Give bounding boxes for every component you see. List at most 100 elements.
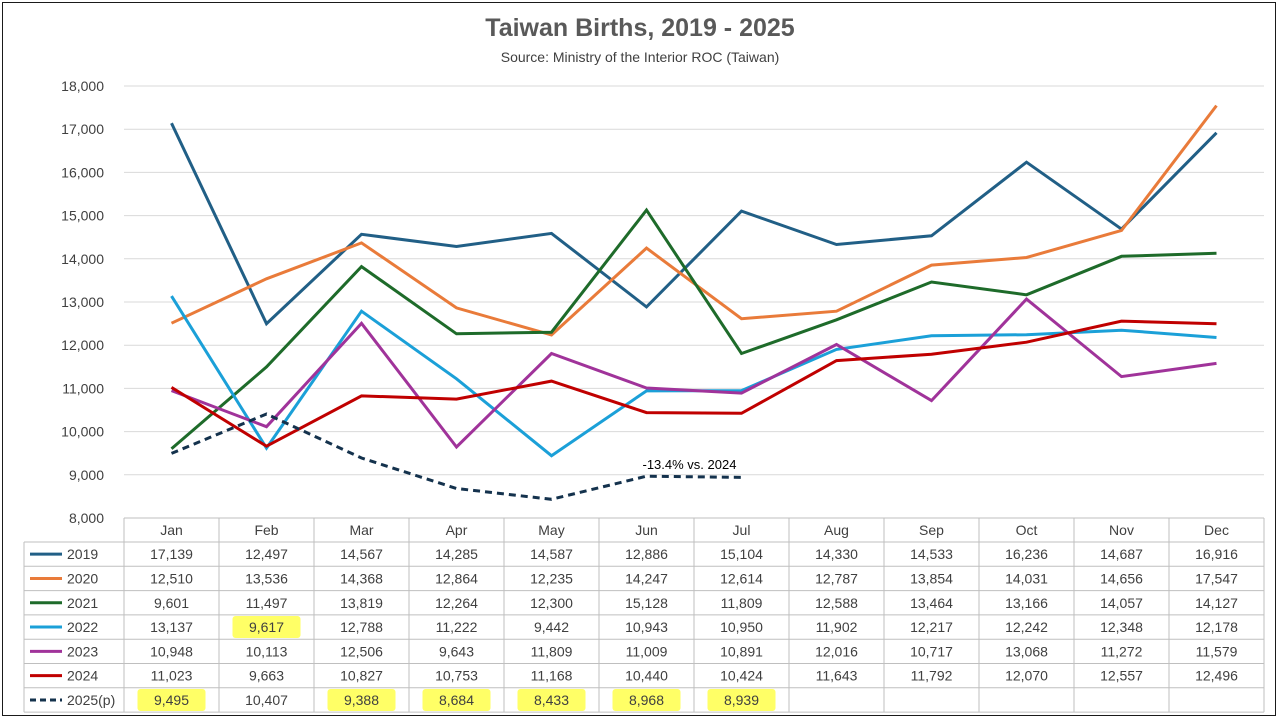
data-cell: 14,687 [1100, 546, 1143, 562]
data-cell: 11,809 [721, 595, 763, 611]
data-cell: 11,222 [436, 619, 478, 635]
data-cell: 14,587 [530, 546, 573, 562]
y-tick-label: 14,000 [61, 251, 104, 267]
data-cell: 8,939 [724, 692, 759, 708]
cell-highlight [327, 688, 396, 711]
data-cell: 11,272 [1101, 643, 1143, 659]
annotation-label: -13.4% vs. 2024 [643, 457, 737, 472]
data-cell: 10,948 [150, 643, 193, 659]
data-cell: 9,643 [439, 643, 474, 659]
data-cell: 9,495 [154, 692, 189, 708]
data-cell: 13,819 [340, 595, 383, 611]
data-cell: 9,601 [154, 595, 189, 611]
data-cell: 10,827 [340, 668, 383, 684]
data-cell: 10,113 [246, 643, 288, 659]
data-cell: 15,104 [720, 546, 763, 562]
data-cell: 12,497 [245, 546, 288, 562]
data-cell: 9,663 [249, 668, 284, 684]
x-tick-label: Apr [446, 522, 468, 538]
data-cell: 9,442 [534, 619, 569, 635]
data-cell: 12,506 [340, 643, 383, 659]
data-cell: 14,656 [1100, 570, 1143, 586]
data-cell: 12,614 [720, 570, 763, 586]
data-cell: 12,588 [815, 595, 858, 611]
data-cell: 12,788 [340, 619, 383, 635]
data-cell: 9,617 [249, 619, 284, 635]
series-line-2025p [170, 412, 742, 501]
series-line-2024 [170, 319, 1217, 448]
data-cell: 10,753 [435, 668, 478, 684]
data-cell: 10,424 [720, 668, 763, 684]
cell-highlight [232, 616, 301, 639]
data-cell: 12,510 [150, 570, 193, 586]
data-cell: 14,031 [1005, 570, 1048, 586]
data-cell: 12,242 [1005, 619, 1048, 635]
y-tick-label: 10,000 [61, 424, 104, 440]
x-tick-label: Mar [349, 522, 373, 538]
data-cell: 8,968 [629, 692, 664, 708]
data-cell: 10,407 [245, 692, 288, 708]
legend-label: 2022 [67, 619, 98, 635]
data-cell: 14,533 [910, 546, 953, 562]
data-cell: 11,023 [151, 668, 193, 684]
data-cell: 12,235 [530, 570, 573, 586]
data-cell: 12,070 [1005, 668, 1048, 684]
legend-label: 2020 [67, 570, 98, 586]
data-cell: 14,567 [340, 546, 383, 562]
data-cell: 14,285 [435, 546, 478, 562]
series-line-2019 [170, 122, 1218, 327]
data-cell: 12,264 [435, 595, 478, 611]
x-tick-label: Feb [254, 522, 278, 538]
grid-layer [124, 85, 1264, 476]
data-cell: 14,368 [340, 570, 383, 586]
data-cell: 11,643 [816, 668, 858, 684]
data-cell: 11,809 [531, 643, 573, 659]
data-cell: 11,497 [246, 595, 288, 611]
data-cell: 9,388 [344, 692, 379, 708]
data-cell: 12,886 [625, 546, 668, 562]
x-tick-label: Aug [824, 522, 849, 538]
data-cell: 10,950 [720, 619, 763, 635]
data-cell: 8,684 [439, 692, 474, 708]
y-tick-label: 17,000 [61, 121, 104, 137]
data-cell: 17,139 [150, 546, 193, 562]
data-cell: 15,128 [625, 595, 668, 611]
data-cell: 11,009 [626, 643, 668, 659]
data-cell: 12,864 [435, 570, 478, 586]
data-cell: 12,178 [1195, 619, 1238, 635]
cell-highlight [707, 688, 776, 711]
y-tick-label: 8,000 [69, 510, 104, 526]
y-tick-label: 15,000 [61, 208, 104, 224]
data-cell: 8,433 [534, 692, 569, 708]
y-tick-label: 18,000 [61, 78, 104, 94]
data-cell: 12,300 [530, 595, 573, 611]
data-cell: 14,330 [815, 546, 858, 562]
data-cell: 17,547 [1195, 570, 1238, 586]
data-cell: 16,916 [1195, 546, 1238, 562]
y-tick-label: 16,000 [61, 164, 104, 180]
data-cell: 14,057 [1100, 595, 1143, 611]
y-tick-label: 13,000 [61, 294, 104, 310]
series-line-2021 [170, 207, 1217, 450]
data-cell: 12,217 [910, 619, 953, 635]
data-cell: 11,792 [911, 668, 953, 684]
cell-highlight [612, 688, 681, 711]
y-axis: 8,000 9,000 10,000 11,000 12,000 13,000 14,000… [61, 78, 104, 526]
data-cell: 12,496 [1195, 668, 1238, 684]
x-tick-label: Jul [733, 522, 751, 538]
data-cell: 10,943 [625, 619, 668, 635]
data-cell: 12,348 [1100, 619, 1143, 635]
data-cell: 10,891 [720, 643, 763, 659]
data-cell: 12,787 [815, 570, 858, 586]
x-tick-label: May [538, 522, 564, 538]
data-cell: 13,464 [910, 595, 953, 611]
chart-title: Taiwan Births, 2019 - 2025 [485, 14, 795, 42]
data-cell: 12,557 [1100, 668, 1143, 684]
annotation-layer: -13.4% vs. 2024 [643, 457, 737, 472]
data-cell: 10,440 [625, 668, 668, 684]
legend-label: 2023 [67, 643, 98, 659]
x-tick-label: Jan [160, 522, 183, 538]
line-layer [170, 104, 1218, 501]
